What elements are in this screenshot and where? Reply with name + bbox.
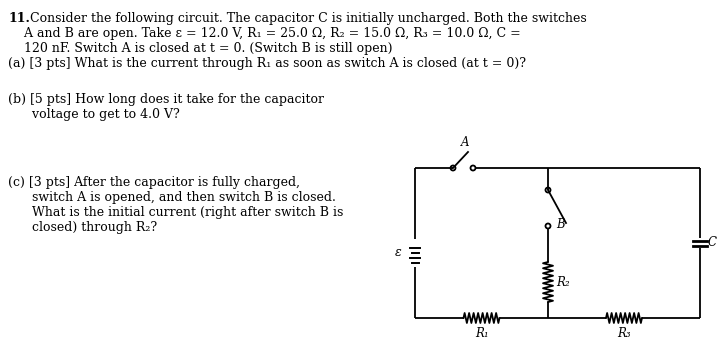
Text: R₁: R₁	[475, 327, 488, 340]
Text: 120 nF. Switch A is closed at t = 0. (Switch B is still open): 120 nF. Switch A is closed at t = 0. (Sw…	[8, 42, 393, 55]
Text: (a) [3 pts] What is the current through R₁ as soon as switch A is closed (at t =: (a) [3 pts] What is the current through …	[8, 57, 526, 70]
Text: voltage to get to 4.0 V?: voltage to get to 4.0 V?	[8, 108, 180, 121]
Text: 11.: 11.	[8, 12, 30, 25]
Text: R₃: R₃	[617, 327, 631, 340]
Text: A: A	[461, 136, 470, 149]
Text: A and B are open. Take ε = 12.0 V, R₁ = 25.0 Ω, R₂ = 15.0 Ω, R₃ = 10.0 Ω, C =: A and B are open. Take ε = 12.0 V, R₁ = …	[8, 27, 521, 40]
Text: closed) through R₂?: closed) through R₂?	[8, 221, 157, 234]
Text: R₂: R₂	[556, 276, 569, 288]
Text: C: C	[708, 237, 717, 250]
Text: B: B	[556, 218, 564, 231]
Text: Consider the following circuit. The capacitor C is initially uncharged. Both the: Consider the following circuit. The capa…	[30, 12, 587, 25]
Text: What is the initial current (right after switch B is: What is the initial current (right after…	[8, 206, 344, 219]
Text: (b) [5 pts] How long does it take for the capacitor: (b) [5 pts] How long does it take for th…	[8, 93, 324, 106]
Text: (c) [3 pts] After the capacitor is fully charged,: (c) [3 pts] After the capacitor is fully…	[8, 176, 300, 189]
Text: ε: ε	[395, 247, 402, 260]
Text: switch A is opened, and then switch B is closed.: switch A is opened, and then switch B is…	[8, 191, 336, 204]
